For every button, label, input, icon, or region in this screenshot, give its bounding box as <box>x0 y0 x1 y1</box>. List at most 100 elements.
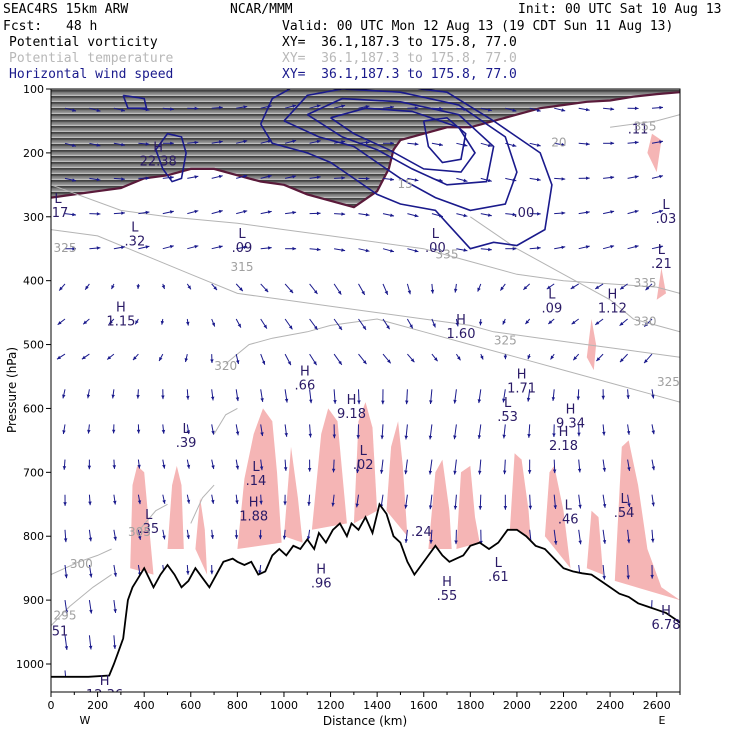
wind-vector-head <box>263 324 267 329</box>
wind-vector-head <box>453 435 457 440</box>
wind-vector-head <box>267 139 272 143</box>
contour-value-label: 325 <box>494 334 517 348</box>
wind-vector-head <box>85 285 89 290</box>
wind-vector-head <box>333 400 337 404</box>
contour-value-label: 335 <box>436 247 459 261</box>
theta-contour <box>51 548 112 576</box>
y-tick-label: 100 <box>23 83 44 96</box>
wind-vector-head <box>211 396 215 401</box>
wind-vector-head <box>96 143 101 147</box>
wind-vector-head <box>634 209 639 214</box>
low-marker: L <box>360 444 368 459</box>
wind-vector-head <box>337 290 342 295</box>
wind-vector-head <box>72 108 76 112</box>
wind-vector-head <box>477 287 481 292</box>
high-marker: H <box>517 368 527 383</box>
wind-vector-head <box>651 394 655 399</box>
wind-vector-head <box>601 395 605 400</box>
low-marker: L <box>131 221 139 236</box>
wind-vector-head <box>553 505 557 509</box>
wind-vector-head <box>410 358 415 363</box>
theta-contour <box>213 407 238 435</box>
low-marker: L <box>662 198 670 213</box>
wind-vector-head <box>546 285 551 290</box>
org-label: NCAR/MMM <box>230 2 293 17</box>
wind-vector-head <box>596 357 601 361</box>
wind-vector-head <box>650 574 654 579</box>
wind-vector-head <box>578 540 582 545</box>
wind-vector-head <box>386 325 390 330</box>
wind-vector-head <box>659 140 663 144</box>
wind-vector-head <box>634 140 639 145</box>
wind-vector-head <box>64 610 69 615</box>
wind-vector-head <box>218 174 223 179</box>
wind-vector-head <box>307 502 311 506</box>
wind-vector-head <box>561 142 566 147</box>
wind-vector-head <box>283 467 288 471</box>
wind-vector-head <box>561 108 566 112</box>
low-marker: L <box>620 492 628 507</box>
wind-vector-head <box>111 285 115 290</box>
wind-vector-head <box>338 360 342 365</box>
wind-vector-head <box>194 140 199 145</box>
extremum-value-label: .66 <box>295 378 316 393</box>
extremum-value-label: 12.36 <box>86 688 123 703</box>
wind-vector-head <box>463 213 468 218</box>
wind-vector-head <box>267 174 272 179</box>
shaded-region <box>237 408 282 549</box>
wind-vector-head <box>365 140 370 145</box>
wind-vector-head <box>260 398 264 402</box>
wind-vector-head <box>548 320 553 324</box>
low-marker: L <box>54 192 62 207</box>
extremum-value-label: .35 <box>138 522 159 537</box>
wind-vector-head <box>434 357 438 362</box>
theta-contour <box>610 114 680 128</box>
wind-vector-head <box>627 467 631 471</box>
wind-vector-head <box>512 247 517 251</box>
wind-vector-head <box>651 430 655 435</box>
wind-vector-head <box>659 209 663 214</box>
wind-speed-contour <box>306 97 495 186</box>
wind-vector-head <box>194 106 199 111</box>
wind-vector-head <box>64 574 68 579</box>
extremum-value-label: 2.18 <box>549 439 578 454</box>
wind-vector-head <box>455 322 459 327</box>
wind-vector-head <box>341 248 346 252</box>
wind-vector-head <box>404 435 408 440</box>
wind-vector-head <box>72 212 76 217</box>
wind-speed-contour <box>422 116 467 164</box>
wind-vector-head <box>512 108 517 112</box>
wind-vector-head <box>145 107 150 112</box>
wind-vector-head <box>626 575 630 580</box>
wind-vector-head <box>463 178 468 183</box>
wind-vector-head <box>261 360 266 365</box>
wind-vector-head <box>316 139 321 144</box>
wind-vector-head <box>620 358 624 363</box>
theta-contour <box>51 574 112 627</box>
y-tick-label: 200 <box>23 147 44 160</box>
wind-speed-contour <box>283 89 518 212</box>
wind-vector-head <box>414 213 419 218</box>
wind-vector-head <box>236 360 240 364</box>
wind-vector-head <box>86 394 91 399</box>
fcst-label: Fcst: <box>3 19 43 34</box>
wind-vector-head <box>487 108 492 112</box>
wind-vector-head <box>282 535 287 540</box>
wind-vector-head <box>81 355 86 360</box>
x-tick-label: 2000 <box>503 699 531 712</box>
x-axis-label: Distance (km) <box>323 714 407 728</box>
wind-vector-head <box>503 355 508 360</box>
wind-vector-head <box>620 285 624 290</box>
high-marker: H <box>316 562 326 577</box>
wind-vector-head <box>651 502 655 507</box>
wind-vector-head <box>651 466 656 471</box>
wind-vector-head <box>610 175 615 180</box>
contour-value-label: 355 <box>634 120 657 134</box>
wind-vector-head <box>659 105 663 110</box>
wind-vector-head <box>551 397 556 401</box>
wind-vector-head <box>384 290 388 295</box>
wind-vector-head <box>308 433 312 438</box>
wind-vector-head <box>292 139 297 143</box>
wind-vector-head <box>595 285 600 289</box>
field-name-pv: Potential vorticity <box>9 35 158 50</box>
